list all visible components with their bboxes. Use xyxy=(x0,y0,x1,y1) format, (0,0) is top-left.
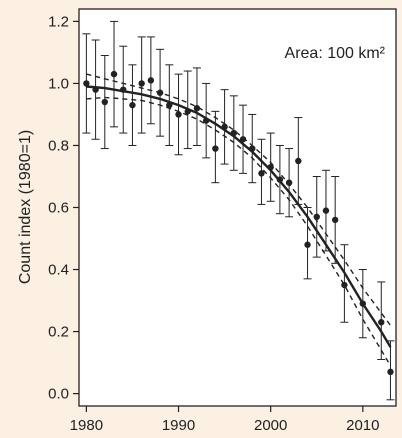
data-point xyxy=(378,319,385,326)
data-point xyxy=(166,101,173,109)
data-point xyxy=(331,216,339,224)
y-tick-label: 0.4 xyxy=(48,262,69,279)
data-point xyxy=(285,179,293,186)
data-point xyxy=(249,145,256,152)
x-tick-label: 2000 xyxy=(254,417,287,434)
data-points xyxy=(83,70,394,376)
data-point xyxy=(175,111,182,118)
y-tick-label: 0.8 xyxy=(48,137,69,154)
y-tick-label: 1.0 xyxy=(48,75,69,92)
data-point xyxy=(267,163,274,171)
data-point xyxy=(258,170,265,177)
data-point xyxy=(239,136,247,143)
y-tick-label: 0.6 xyxy=(48,200,69,217)
data-point xyxy=(322,207,330,214)
y-tick-label: 1.2 xyxy=(48,13,69,30)
data-point xyxy=(156,89,164,96)
x-tick-label: 2010 xyxy=(346,417,379,434)
data-point xyxy=(304,241,311,248)
data-point xyxy=(230,129,238,137)
plot-area xyxy=(78,8,397,407)
data-point xyxy=(202,117,210,124)
lower-confidence-line xyxy=(86,96,392,367)
data-point xyxy=(147,77,155,84)
data-point xyxy=(221,123,228,131)
data-point xyxy=(212,145,219,152)
data-point xyxy=(129,101,136,109)
data-point xyxy=(387,368,394,376)
data-point xyxy=(83,80,90,87)
data-point xyxy=(120,86,127,93)
data-point xyxy=(184,108,191,115)
area-annotation: Area: 100 km² xyxy=(285,45,386,62)
data-point xyxy=(313,213,320,221)
y-tick-label: 0.2 xyxy=(48,324,69,341)
data-point xyxy=(110,70,118,78)
data-point xyxy=(138,80,145,87)
data-point xyxy=(92,86,99,93)
y-tick-label: 0.0 xyxy=(48,386,69,403)
x-tick-label: 1980 xyxy=(70,417,103,434)
axes: 1980 1990 2000 2010 0.0 0.2 0.4 0.6 0.8 1.0 1.2 xyxy=(48,13,379,434)
data-point xyxy=(341,281,348,289)
y-axis-title: Count index (1980=1) xyxy=(17,130,34,284)
data-point xyxy=(101,98,109,106)
x-tick-label: 1990 xyxy=(162,417,195,434)
data-point xyxy=(276,176,284,183)
data-point xyxy=(193,105,201,112)
data-point xyxy=(295,157,302,165)
data-point xyxy=(359,300,367,307)
